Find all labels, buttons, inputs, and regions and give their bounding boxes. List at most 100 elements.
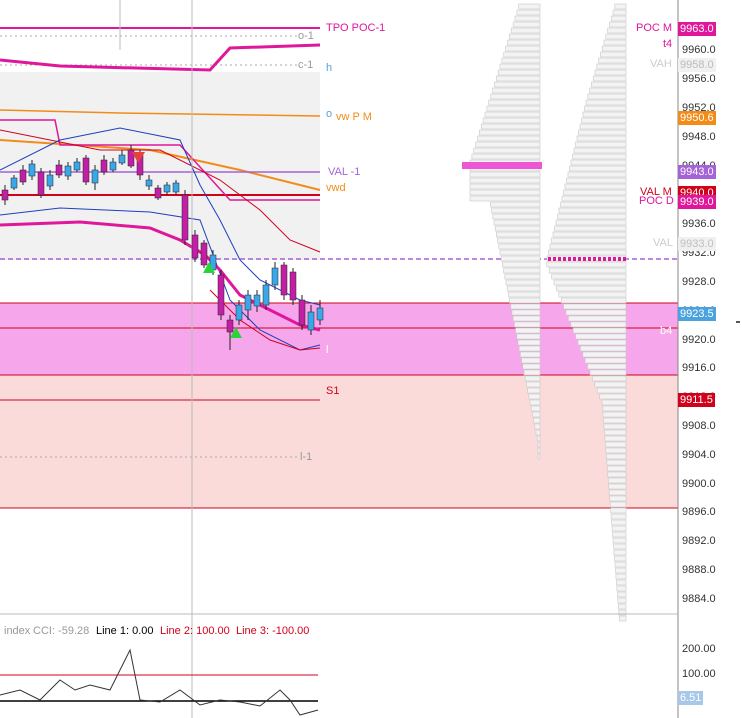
volume-bar: [505, 45, 541, 52]
volume-bar: [469, 183, 541, 190]
volume-bar: [558, 291, 627, 298]
bearish-candle: [37, 171, 45, 196]
candles-group: [1, 145, 324, 350]
volume-bar: [523, 369, 541, 376]
price-tag: 9933.0: [678, 237, 716, 251]
volume-bar: [584, 357, 627, 364]
volume-bar: [479, 129, 541, 136]
indicator-value-tag: 6.51: [678, 691, 704, 705]
val-label: VAL: [653, 237, 673, 249]
volume-bar: [491, 207, 541, 214]
volume-bar: [536, 435, 541, 442]
volume-bar: [494, 81, 541, 88]
buy-arrow-1: [203, 262, 215, 273]
bullish-candle: [28, 163, 36, 177]
volume-bar: [572, 327, 627, 334]
volume-bar: [612, 531, 627, 538]
price-tick: 9896.0: [682, 506, 716, 518]
bullish-candle: [10, 177, 18, 189]
volume-bar: [517, 339, 541, 346]
bearish-candle: [82, 157, 90, 183]
volume-bar: [551, 273, 627, 280]
volume-bar: [575, 141, 627, 148]
volume-bar: [618, 615, 627, 622]
red-curve: [0, 129, 321, 253]
volume-bar: [610, 507, 627, 514]
volume-bar: [582, 111, 627, 118]
volume-bar: [499, 63, 541, 70]
volume-bar: [578, 129, 627, 136]
volume-bar: [486, 105, 541, 112]
volume-bar: [469, 171, 541, 178]
volume-bar: [518, 3, 541, 10]
volume-bar: [510, 27, 541, 34]
volume-bar: [502, 261, 541, 268]
volume-bar: [495, 75, 541, 82]
cci-line: [0, 648, 319, 716]
price-tick: 9936.0: [682, 218, 716, 230]
price-tick: 9900.0: [682, 478, 716, 490]
bullish-candle: [145, 179, 153, 187]
volume-bar: [528, 393, 541, 400]
poc-m-label: POC M: [636, 22, 673, 34]
volume-bar: [520, 351, 541, 358]
volume-bar: [584, 105, 627, 112]
volume-bar: [582, 351, 627, 358]
volume-bar: [515, 327, 541, 334]
volume-bar: [490, 201, 541, 208]
line2-value: Line 2: 100.00: [160, 625, 230, 637]
volume-bar: [607, 27, 627, 34]
volume-bar: [587, 363, 627, 370]
bullish-candle: [46, 174, 54, 187]
volume-bar: [569, 165, 627, 172]
l-1-label: l-1: [300, 451, 313, 463]
volume-bar: [510, 303, 541, 310]
volume-bar: [498, 243, 541, 250]
volume-bar: [546, 261, 627, 268]
volume-bar: [618, 609, 627, 616]
bullish-candle: [235, 304, 243, 321]
volume-bar: [497, 237, 541, 244]
volume-bar: [537, 441, 541, 448]
supply-zone-light: [0, 375, 678, 508]
volume-bar: [560, 297, 627, 304]
volume-bar: [610, 15, 627, 22]
volume-bar: [607, 477, 627, 484]
volume-bar: [473, 147, 541, 154]
bullish-candle: [163, 184, 171, 193]
bearish-candle: [100, 159, 108, 173]
volume-bar: [518, 345, 541, 352]
bullish-candle: [73, 161, 81, 171]
price-tick: 9904.0: [682, 449, 716, 461]
price-tick: 9956.0: [682, 73, 716, 85]
volume-bar: [533, 417, 541, 424]
volume-bar: [499, 249, 541, 256]
bullish-candle: [262, 284, 270, 306]
bullish-candle: [253, 294, 261, 307]
magenta-upper-line: [0, 119, 320, 201]
volume-bar: [617, 591, 627, 598]
volume-bar: [612, 9, 627, 16]
price-tag: 9963.0: [678, 22, 716, 36]
volume-bar: [522, 363, 541, 370]
volume-bar: [594, 381, 627, 388]
volume-bar: [496, 231, 541, 238]
volume-bar: [497, 69, 541, 76]
volume-bar: [532, 411, 541, 418]
line3-value: Line 3: -100.00: [236, 625, 310, 637]
volume-bar: [549, 243, 627, 250]
volume-bar: [580, 345, 627, 352]
volume-bar: [602, 411, 627, 418]
volume-bar: [558, 207, 627, 214]
volume-bar: [469, 189, 541, 196]
bullish-candle: [316, 307, 324, 321]
bullish-candle: [307, 311, 315, 331]
volume-profile-right: [546, 3, 627, 622]
volume-bar: [554, 225, 627, 232]
tpo-poc-1-label: TPO POC-1: [326, 22, 386, 34]
volume-bar: [610, 513, 627, 520]
price-tick: 9892.0: [682, 535, 716, 547]
volume-bar: [537, 447, 541, 454]
